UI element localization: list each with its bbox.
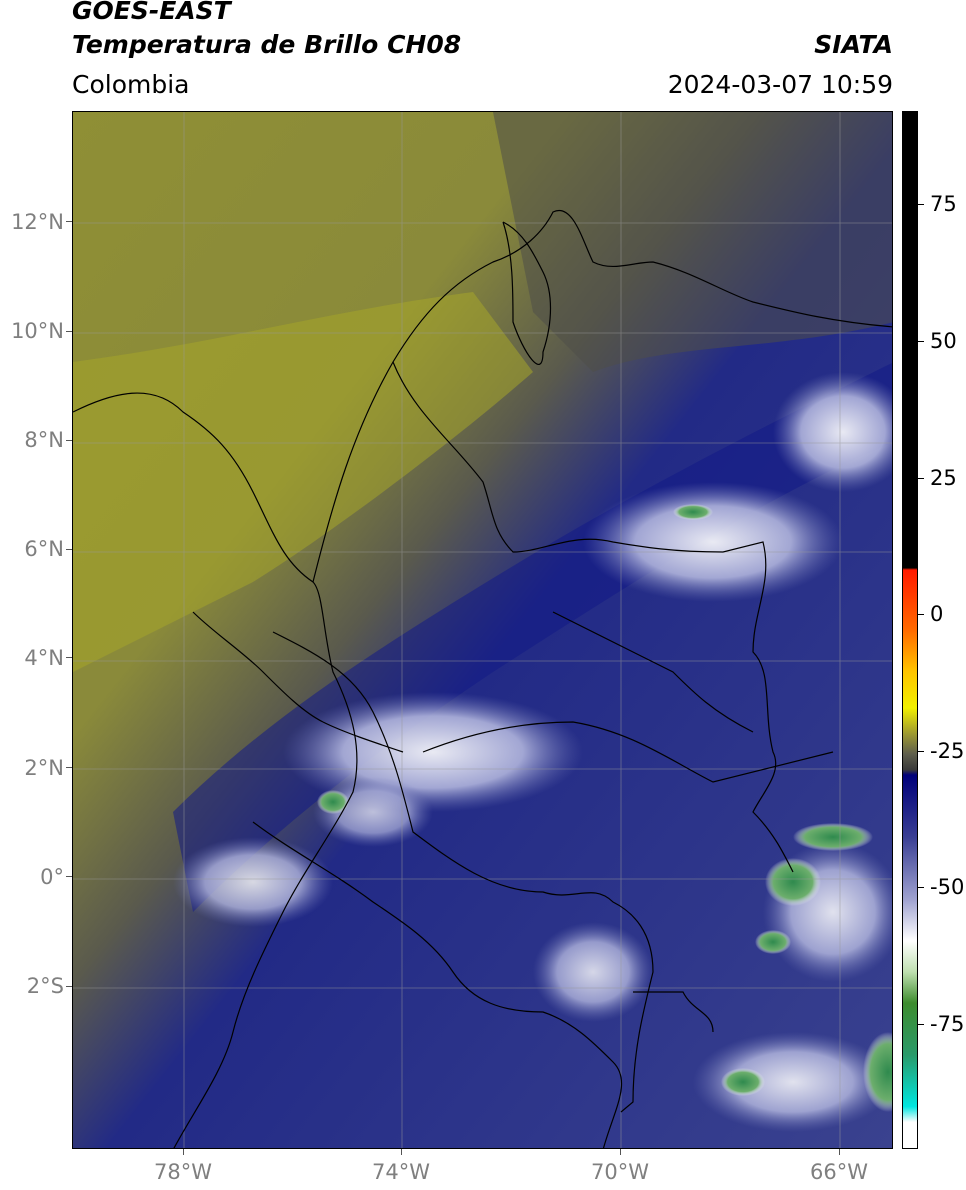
- cold-top: [793, 823, 873, 851]
- colorbar-tick-mark: [918, 614, 924, 615]
- cloud-area: [533, 922, 653, 1022]
- cloud-area: [583, 482, 843, 602]
- cold-top: [673, 504, 713, 520]
- warm-band: [73, 292, 533, 672]
- lon-tick-mark: [620, 1149, 621, 1155]
- lon-tick-label: 66°W: [810, 1160, 868, 1184]
- colorbar-tick-mark: [918, 887, 924, 888]
- colorbar-tick-label: 0: [930, 602, 944, 626]
- colorbar-tick-label: 50: [930, 329, 957, 353]
- lat-tick-mark: [66, 767, 72, 768]
- lat-tick-mark: [66, 986, 72, 987]
- colorbar-tick-mark: [918, 1024, 924, 1025]
- borders: [73, 209, 892, 1148]
- satellite-map: [72, 111, 893, 1149]
- lat-tick-label: 12°N: [11, 210, 64, 234]
- lat-tick-mark: [66, 331, 72, 332]
- lat-tick-label: 0°: [40, 865, 64, 889]
- colorbar-tick-label: 25: [930, 466, 957, 490]
- lon-tick-mark: [183, 1149, 184, 1155]
- colorbar-tick-mark: [918, 204, 924, 205]
- dry-northeast: [493, 112, 892, 372]
- colorbar-tick-label: 75: [930, 192, 957, 216]
- lon-tick-label: 70°W: [591, 1160, 649, 1184]
- lat-tick-mark: [66, 657, 72, 658]
- lat-tick-mark: [66, 876, 72, 877]
- lat-tick-label: 2°S: [26, 974, 64, 998]
- cold-top: [755, 930, 791, 954]
- colorbar-tick-mark: [918, 478, 924, 479]
- colorbar-tick-label: -25: [930, 739, 965, 763]
- datetime-label: 2024-03-07 10:59: [667, 70, 893, 99]
- product-title: Temperatura de Brillo CH08: [72, 30, 462, 59]
- lat-tick-label: 8°N: [24, 428, 64, 452]
- lat-tick-label: 10°N: [11, 319, 64, 343]
- colorbar-tick-mark: [918, 751, 924, 752]
- lon-tick-label: 74°W: [372, 1160, 430, 1184]
- lat-tick-label: 2°N: [24, 756, 64, 780]
- cold-top: [317, 790, 349, 814]
- colorbar-gradient: [903, 112, 917, 1148]
- lon-tick-mark: [401, 1149, 402, 1155]
- colorbar-tick-mark: [918, 341, 924, 342]
- cloud-area: [173, 837, 333, 927]
- satellite-title: GOES-EAST: [72, 0, 231, 25]
- lon-tick-label: 78°W: [154, 1160, 212, 1184]
- lon-tick-mark: [839, 1149, 840, 1155]
- region-label: Colombia: [72, 70, 190, 99]
- lat-tick-label: 4°N: [24, 646, 64, 670]
- cloud-area: [693, 1032, 892, 1132]
- colorbar-tick-label: -75: [930, 1012, 965, 1036]
- cold-top: [721, 1068, 765, 1096]
- cloud-area: [773, 372, 892, 492]
- gridlines: [73, 112, 892, 1148]
- cold-top: [863, 1032, 892, 1112]
- lat-tick-label: 6°N: [24, 537, 64, 561]
- lat-tick-mark: [66, 549, 72, 550]
- colorbar-tick-label: -50: [930, 875, 965, 899]
- colorbar: [902, 111, 918, 1149]
- lat-tick-mark: [66, 221, 72, 222]
- brand-label: SIATA: [814, 30, 893, 59]
- cold-top: [765, 858, 821, 906]
- lat-tick-mark: [66, 440, 72, 441]
